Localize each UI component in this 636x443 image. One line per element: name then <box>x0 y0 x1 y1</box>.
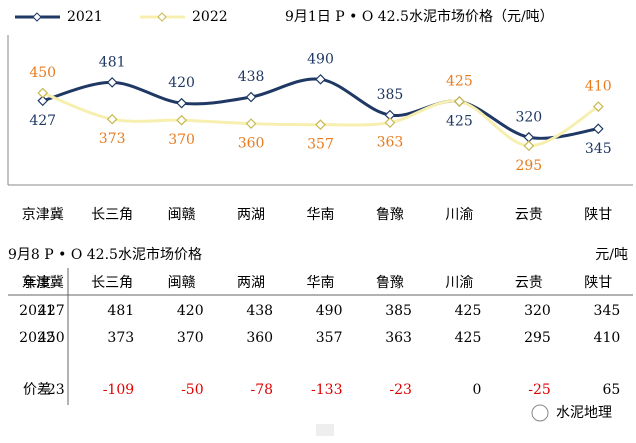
point-marker <box>523 140 535 152</box>
x-tick-label: 长三角 <box>91 207 133 223</box>
table-cell: 438 <box>246 303 273 319</box>
table-cell: 345 <box>594 303 621 319</box>
table-cell: 320 <box>524 303 551 319</box>
data-label: 490 <box>307 51 334 67</box>
table-cell: 481 <box>107 303 134 319</box>
table-header: 长三角 <box>91 275 133 291</box>
table-header: 云贵 <box>515 275 543 291</box>
point-marker <box>176 97 187 109</box>
point-marker <box>106 77 118 88</box>
table-cell: 23 <box>47 382 65 398</box>
point-marker <box>176 114 187 126</box>
data-label: 363 <box>377 135 404 151</box>
table-cell: 2021 <box>19 303 55 319</box>
table-cell: 427 <box>38 303 65 319</box>
chart-title: 9月1日 P • O 42.5水泥市场价格（元/吨） <box>285 8 554 25</box>
point-marker <box>592 123 604 135</box>
x-tick-label: 川渝 <box>445 207 473 223</box>
x-tick-label: 鲁豫 <box>376 207 404 223</box>
legend-marker <box>157 12 167 22</box>
data-label: 373 <box>99 131 126 147</box>
point-marker <box>384 117 396 128</box>
table-cell: 363 <box>385 330 412 346</box>
table-cell: 357 <box>316 330 343 346</box>
table-title: 9月8 P • O 42.5水泥市场价格 <box>8 246 202 263</box>
legend-label: 2021 <box>67 9 103 25</box>
data-label: 420 <box>168 75 195 91</box>
table-cell: 370 <box>177 330 204 346</box>
data-label: 385 <box>377 87 404 103</box>
x-tick-label: 两湖 <box>237 207 265 223</box>
x-tick-label: 华南 <box>307 207 335 223</box>
x-tick-label: 闽赣 <box>168 207 196 223</box>
data-label: 427 <box>29 113 56 129</box>
point-marker <box>315 73 326 85</box>
table-cell: -50 <box>181 382 204 398</box>
point-marker <box>592 101 604 112</box>
table-cell: 410 <box>594 330 621 346</box>
data-label: 357 <box>307 137 334 153</box>
point-marker <box>37 95 49 107</box>
legend-marker <box>32 12 42 22</box>
point-marker <box>315 119 326 131</box>
table-cell: 385 <box>385 303 412 319</box>
table-cell: -25 <box>528 382 551 398</box>
x-tick-label: 云贵 <box>515 207 543 223</box>
legend-label: 2022 <box>192 9 228 25</box>
table-unit: 元/吨 <box>595 247 628 263</box>
table-cell: 65 <box>602 382 620 398</box>
logo-icon <box>531 404 549 422</box>
table-cell: 295 <box>524 330 551 346</box>
table-header: 川渝 <box>445 275 473 291</box>
data-label: 295 <box>515 158 542 174</box>
table-cell: 0 <box>472 382 481 398</box>
table-cell: 价差 <box>23 382 51 398</box>
point-marker <box>454 96 465 107</box>
table-cell: 420 <box>177 303 204 319</box>
table-header: 年度 <box>23 275 51 291</box>
point-marker <box>245 91 257 103</box>
table-cell: 450 <box>38 330 65 346</box>
table-cell: 373 <box>107 330 134 346</box>
point-marker <box>245 118 257 129</box>
table-cell: 425 <box>455 330 482 346</box>
point-marker <box>37 87 49 99</box>
data-label: 345 <box>585 141 612 157</box>
point-marker <box>523 131 535 143</box>
table-cell: 425 <box>455 303 482 319</box>
data-label: 360 <box>238 136 265 152</box>
table-header: 京津冀 <box>22 275 64 291</box>
table-header: 两湖 <box>237 275 265 291</box>
table-cell: -133 <box>311 382 342 398</box>
table-cell: 490 <box>316 303 343 319</box>
data-label: 320 <box>515 109 542 125</box>
table-cell: -78 <box>251 382 274 398</box>
x-tick-label: 陕甘 <box>584 207 612 223</box>
data-label: 481 <box>99 54 126 70</box>
placeholder-icon <box>316 424 334 436</box>
table-header: 鲁豫 <box>376 275 404 291</box>
data-label: 425 <box>446 113 473 129</box>
x-tick-label: 京津冀 <box>22 207 64 223</box>
table-cell: 360 <box>246 330 273 346</box>
table-cell: -23 <box>389 382 412 398</box>
watermark: 水泥地理 <box>556 405 612 421</box>
table-header: 闽赣 <box>168 275 196 291</box>
table-cell: -109 <box>103 382 134 398</box>
data-label: 450 <box>29 65 56 81</box>
table-cell: 2022 <box>19 330 55 346</box>
data-label: 425 <box>446 73 473 89</box>
data-label: 410 <box>585 79 612 95</box>
point-marker <box>106 113 118 125</box>
table-header: 陕甘 <box>584 275 612 291</box>
data-label: 370 <box>168 132 195 148</box>
table-header: 华南 <box>307 275 335 291</box>
data-label: 438 <box>238 69 265 85</box>
